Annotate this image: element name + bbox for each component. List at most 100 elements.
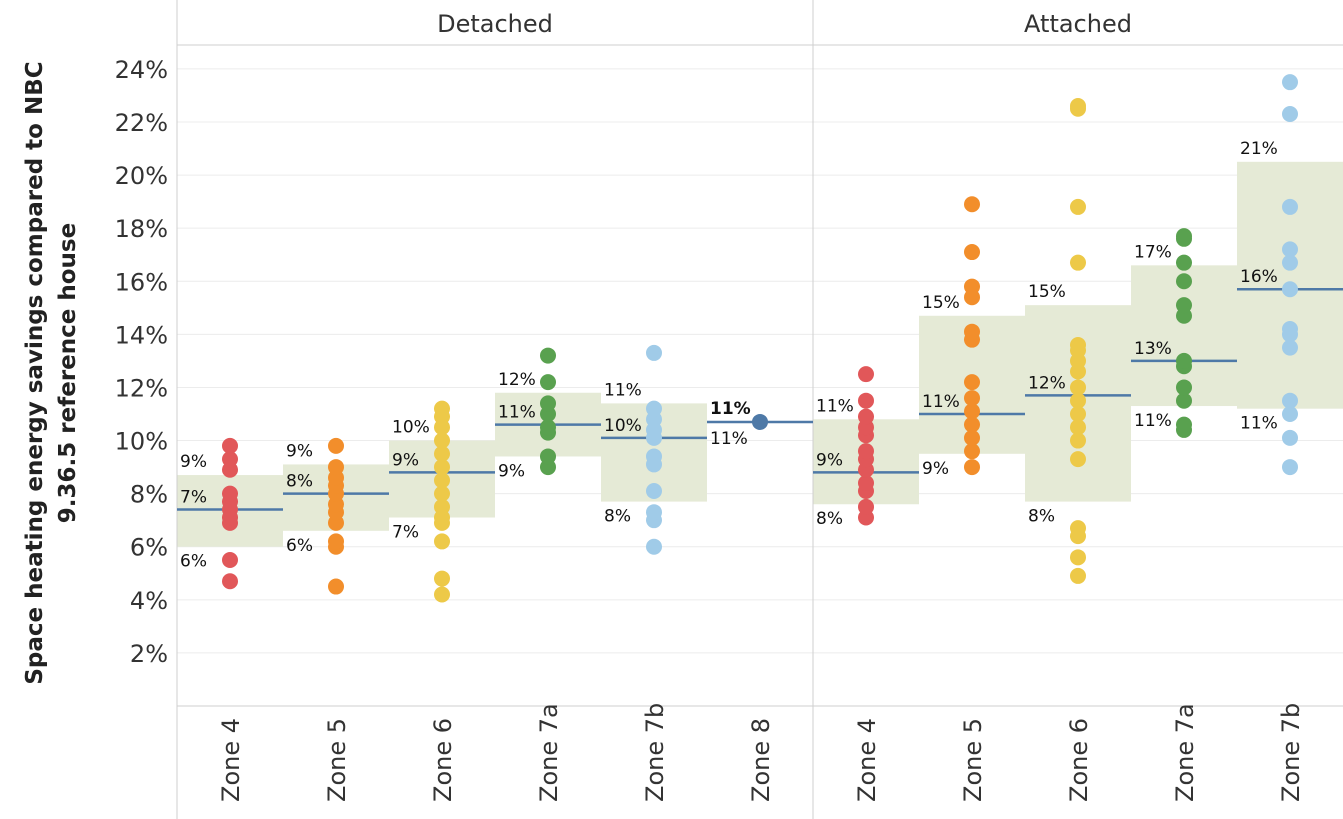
point-detached-zone-7a-6 <box>540 374 556 391</box>
point-attached-zone-7b-3 <box>1282 392 1298 409</box>
label-median-detached-zone-5: 8% <box>286 472 313 492</box>
panel-header-detached: Detached <box>437 10 553 38</box>
point-attached-zone-5-10 <box>964 278 980 295</box>
point-detached-zone-7a-5 <box>540 395 556 412</box>
y-tick-label-16: 16% <box>115 268 168 296</box>
point-attached-zone-6-3 <box>1070 520 1086 537</box>
point-attached-zone-4-6 <box>858 443 874 460</box>
point-detached-zone-7a-3 <box>540 419 556 436</box>
label-median-detached-zone-6: 9% <box>392 450 419 470</box>
point-detached-zone-7b-9 <box>646 400 662 417</box>
point-attached-zone-5-2 <box>964 429 980 446</box>
point-attached-zone-6-15 <box>1070 198 1086 215</box>
point-attached-zone-6-4 <box>1070 451 1086 468</box>
y-tick-label-14: 14% <box>115 321 168 349</box>
label-median-attached-zone-4: 9% <box>816 450 843 470</box>
point-detached-zone-5-2 <box>328 533 344 550</box>
point-attached-zone-6-13 <box>1070 336 1086 353</box>
x-tick-label-detached-zone-8: Zone 8 <box>747 718 775 802</box>
point-attached-zone-7b-8 <box>1282 254 1298 271</box>
point-detached-zone-7a-7 <box>540 347 556 364</box>
point-detached-zone-4-1 <box>222 551 238 568</box>
point-detached-zone-8-0 <box>752 413 768 430</box>
x-tick-label-detached-zone-4: Zone 4 <box>217 718 245 802</box>
point-attached-zone-6-8 <box>1070 392 1086 409</box>
point-detached-zone-7b-10 <box>646 344 662 361</box>
point-attached-zone-5-4 <box>964 403 980 420</box>
y-tick-label-4: 4% <box>130 587 168 615</box>
point-attached-zone-6-5 <box>1070 432 1086 449</box>
y-axis-title-line-1: Space heating energy savings compared to… <box>22 61 48 684</box>
point-detached-zone-6-7 <box>434 472 450 489</box>
point-attached-zone-7a-8 <box>1176 273 1192 290</box>
point-attached-zone-4-9 <box>858 408 874 425</box>
label-high-detached-zone-6: 10% <box>392 418 430 438</box>
point-detached-zone-7b-0 <box>646 538 662 555</box>
point-attached-zone-5-5 <box>964 390 980 407</box>
point-detached-zone-6-0 <box>434 586 450 603</box>
point-attached-zone-7b-6 <box>1282 321 1298 338</box>
y-tick-label-12: 12% <box>115 374 168 402</box>
point-attached-zone-4-10 <box>858 392 874 409</box>
label-high-detached-zone-8: 11% <box>710 399 751 419</box>
point-detached-zone-6-5 <box>434 498 450 515</box>
y-tick-label-24: 24% <box>115 56 168 84</box>
y-tick-label-22: 22% <box>115 109 168 137</box>
point-attached-zone-7a-1 <box>1176 416 1192 433</box>
x-tick-label-attached-zone-7a: Zone 7a <box>1171 703 1199 802</box>
point-attached-zone-7a-11 <box>1176 228 1192 245</box>
y-tick-label-10: 10% <box>115 428 168 456</box>
y-tick-label-8: 8% <box>130 481 168 509</box>
panel-headers: Detached Attached <box>437 10 1132 38</box>
x-tick-label-attached-zone-7b: Zone 7b <box>1277 703 1305 802</box>
x-tick-label-attached-zone-6: Zone 6 <box>1065 718 1093 802</box>
point-attached-zone-6-1 <box>1070 549 1086 566</box>
point-attached-zone-4-1 <box>858 498 874 515</box>
point-detached-zone-7b-2 <box>646 504 662 521</box>
point-detached-zone-6-10 <box>434 432 450 449</box>
y-tick-label-20: 20% <box>115 162 168 190</box>
point-detached-zone-4-6 <box>222 485 238 502</box>
label-high-detached-zone-7a: 12% <box>498 370 536 390</box>
point-attached-zone-7b-2 <box>1282 405 1298 422</box>
label-low-detached-zone-8: 11% <box>710 429 748 449</box>
point-detached-zone-6-2 <box>434 533 450 550</box>
label-high-attached-zone-7a: 17% <box>1134 242 1172 262</box>
label-high-attached-zone-5: 15% <box>922 293 960 313</box>
y-axis-title: Space heating energy savings compared to… <box>22 61 81 684</box>
label-high-attached-zone-4: 11% <box>816 396 854 416</box>
gridlines <box>177 68 1343 654</box>
point-attached-zone-6-14 <box>1070 254 1086 271</box>
point-detached-zone-4-0 <box>222 573 238 590</box>
label-median-detached-zone-4: 7% <box>180 488 207 508</box>
label-high-detached-zone-5: 9% <box>286 441 313 461</box>
point-detached-zone-7b-5 <box>646 448 662 465</box>
point-attached-zone-5-12 <box>964 196 980 213</box>
x-axis: Zone 4 Zone 5 Zone 6 Zone 7a Zone 7b Zone 8 Zo… <box>217 703 1305 802</box>
point-attached-zone-6-0 <box>1070 567 1086 584</box>
point-attached-zone-6-7 <box>1070 405 1086 422</box>
point-attached-zone-6-6 <box>1070 419 1086 436</box>
label-low-attached-zone-7b: 11% <box>1240 414 1278 434</box>
point-attached-zone-7b-4 <box>1282 339 1298 356</box>
point-attached-zone-7b-7 <box>1282 281 1298 298</box>
label-low-detached-zone-7a: 9% <box>498 461 525 481</box>
point-attached-zone-7a-2 <box>1176 392 1192 409</box>
label-high-attached-zone-6: 15% <box>1028 282 1066 302</box>
point-detached-zone-6-13 <box>434 400 450 417</box>
point-attached-zone-7b-12 <box>1282 74 1298 91</box>
label-median-detached-zone-7a: 11% <box>498 403 536 423</box>
label-high-detached-zone-7b: 11% <box>604 380 642 400</box>
label-low-attached-zone-5: 9% <box>922 459 949 479</box>
label-low-detached-zone-4: 6% <box>180 552 207 572</box>
label-high-detached-zone-4: 9% <box>180 452 207 472</box>
point-attached-zone-7a-3 <box>1176 379 1192 396</box>
label-median-detached-zone-7b: 10% <box>604 416 642 436</box>
x-tick-label-detached-zone-6: Zone 6 <box>429 718 457 802</box>
y-tick-label-18: 18% <box>115 215 168 243</box>
label-low-detached-zone-5: 6% <box>286 536 313 556</box>
point-attached-zone-6-9 <box>1070 379 1086 396</box>
label-high-attached-zone-7b: 21% <box>1240 139 1278 159</box>
x-tick-label-detached-zone-7a: Zone 7a <box>535 703 563 802</box>
